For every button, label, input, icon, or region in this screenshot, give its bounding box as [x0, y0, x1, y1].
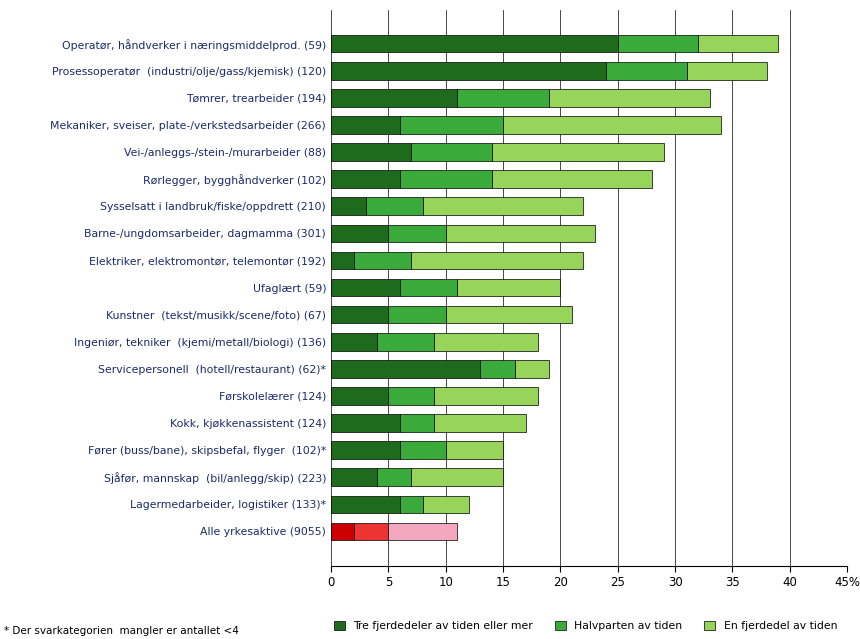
- Bar: [331, 387, 389, 404]
- Bar: [411, 143, 492, 161]
- Bar: [331, 495, 400, 513]
- Bar: [434, 333, 538, 351]
- Bar: [331, 62, 606, 80]
- Bar: [331, 171, 400, 188]
- Bar: [445, 224, 595, 242]
- Bar: [331, 306, 389, 323]
- Bar: [400, 279, 458, 296]
- Bar: [354, 252, 411, 269]
- Bar: [331, 414, 400, 432]
- Bar: [400, 171, 492, 188]
- Bar: [331, 89, 458, 107]
- Bar: [445, 442, 503, 459]
- Bar: [698, 35, 778, 52]
- Bar: [377, 468, 411, 486]
- Bar: [686, 62, 767, 80]
- Bar: [606, 62, 686, 80]
- Bar: [389, 387, 434, 404]
- Bar: [400, 442, 445, 459]
- Bar: [377, 333, 434, 351]
- Bar: [514, 360, 549, 378]
- Bar: [331, 333, 377, 351]
- Bar: [331, 143, 411, 161]
- Text: * Der svarkategorien  mangler er antallet <4: * Der svarkategorien mangler er antallet…: [4, 626, 239, 636]
- Bar: [331, 523, 354, 540]
- Bar: [400, 414, 434, 432]
- Bar: [411, 468, 503, 486]
- Bar: [331, 224, 389, 242]
- Bar: [423, 197, 583, 215]
- Bar: [458, 279, 561, 296]
- Bar: [331, 442, 400, 459]
- Bar: [445, 306, 572, 323]
- Bar: [423, 495, 469, 513]
- Bar: [331, 197, 366, 215]
- Bar: [434, 414, 526, 432]
- Bar: [411, 252, 583, 269]
- Bar: [480, 360, 514, 378]
- Bar: [331, 116, 400, 134]
- Bar: [389, 306, 445, 323]
- Bar: [400, 116, 503, 134]
- Bar: [354, 523, 389, 540]
- Bar: [331, 252, 354, 269]
- Bar: [389, 224, 445, 242]
- Bar: [458, 89, 549, 107]
- Legend: Tre fjerdedeler av tiden eller mer, Halvparten av tiden, En fjerdedel av tiden: Tre fjerdedeler av tiden eller mer, Halv…: [334, 621, 837, 631]
- Bar: [503, 116, 721, 134]
- Bar: [389, 523, 458, 540]
- Bar: [434, 387, 538, 404]
- Bar: [617, 35, 698, 52]
- Bar: [549, 89, 710, 107]
- Bar: [331, 360, 480, 378]
- Bar: [492, 143, 664, 161]
- Bar: [400, 495, 423, 513]
- Bar: [366, 197, 423, 215]
- Bar: [492, 171, 652, 188]
- Bar: [331, 35, 617, 52]
- Bar: [331, 279, 400, 296]
- Bar: [331, 468, 377, 486]
